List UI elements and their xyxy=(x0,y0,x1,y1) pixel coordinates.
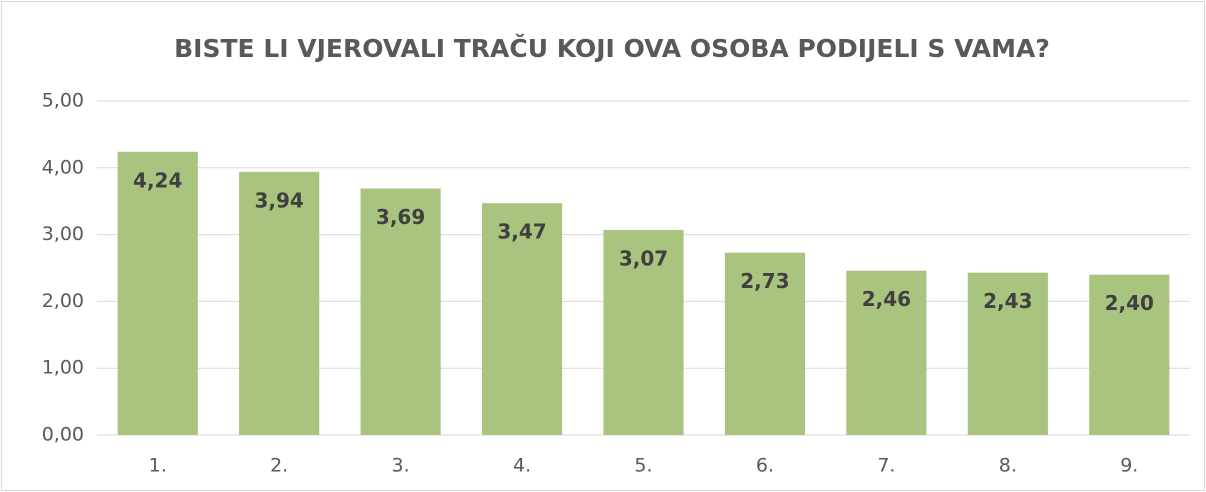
bar xyxy=(603,229,684,435)
data-label: 2,40 xyxy=(1105,291,1154,315)
x-tick-label: 3. xyxy=(392,455,410,477)
data-label: 3,07 xyxy=(619,246,668,270)
y-tick-label: 2,00 xyxy=(42,290,84,312)
data-label: 3,47 xyxy=(497,220,546,244)
x-tick-label: 6. xyxy=(756,455,774,477)
bar xyxy=(117,151,198,435)
x-tick-label: 9. xyxy=(1120,455,1138,477)
bar xyxy=(360,188,441,435)
data-label: 3,94 xyxy=(254,188,303,212)
x-tick-label: 8. xyxy=(999,455,1017,477)
bar xyxy=(846,270,927,435)
x-tick-label: 4. xyxy=(513,455,531,477)
bar xyxy=(239,171,320,436)
x-tick-label: 5. xyxy=(634,455,652,477)
y-tick-label: 0,00 xyxy=(42,424,84,446)
data-label: 2,73 xyxy=(740,269,789,293)
y-tick-label: 1,00 xyxy=(42,357,84,379)
y-tick-label: 5,00 xyxy=(42,90,84,112)
bar xyxy=(481,203,563,435)
data-label: 2,46 xyxy=(862,287,911,311)
y-tick-label: 3,00 xyxy=(42,223,84,245)
x-tick-label: 1. xyxy=(149,455,167,477)
bar xyxy=(967,272,1048,435)
data-label: 4,24 xyxy=(133,168,182,192)
x-tick-label: 2. xyxy=(270,455,288,477)
chart-title: BISTE LI VJEROVALI TRAČU KOJI OVA OSOBA … xyxy=(174,33,1050,63)
data-label: 2,43 xyxy=(983,289,1032,313)
y-tick-label: 4,00 xyxy=(42,156,84,178)
bar xyxy=(724,252,806,435)
data-label: 3,69 xyxy=(376,205,425,229)
x-tick-label: 7. xyxy=(877,455,895,477)
bar xyxy=(1089,274,1170,435)
